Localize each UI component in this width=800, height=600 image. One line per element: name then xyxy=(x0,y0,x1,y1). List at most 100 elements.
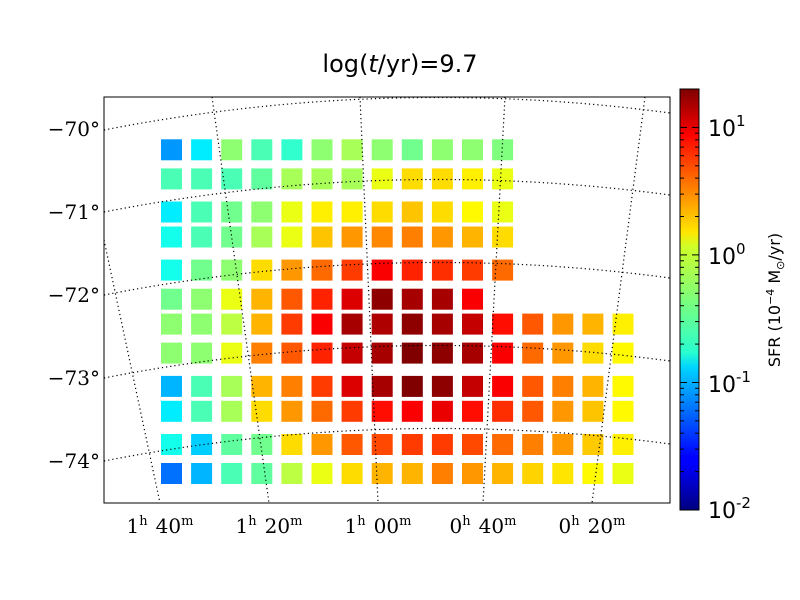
heatmap-cell xyxy=(251,226,273,248)
heatmap-cell xyxy=(311,400,333,422)
heatmap-cell xyxy=(492,342,514,364)
ra-tick-h-unit: h xyxy=(139,514,148,529)
colorbar-gradient xyxy=(679,88,700,511)
chart-title: log(t/yr)=9.7 xyxy=(322,50,477,78)
heatmap-cell xyxy=(431,139,453,161)
colorbar-tick-label: 10-1 xyxy=(708,368,751,398)
heatmap-cell xyxy=(582,400,604,422)
heatmap-cell xyxy=(221,259,243,281)
heatmap-cell xyxy=(552,375,574,397)
heatmap-cell xyxy=(401,139,423,161)
chart-title-part-1: log( xyxy=(322,50,368,78)
heatmap-cell xyxy=(161,288,182,310)
heatmap-cell xyxy=(371,201,393,223)
ra-tick-m-unit: m xyxy=(613,514,625,529)
heatmap-cell xyxy=(492,226,514,248)
heatmap-cell xyxy=(371,139,393,161)
heatmap-cell xyxy=(462,342,483,364)
dec-axis: −70° −71° −72° −73° −74° xyxy=(48,117,100,473)
heatmap-cell xyxy=(311,168,333,190)
heatmap-cell xyxy=(612,400,634,422)
heatmap-cell xyxy=(612,313,634,335)
heatmap-cell xyxy=(582,313,604,335)
heatmap-cell xyxy=(492,375,514,397)
heatmap-cell xyxy=(492,434,514,455)
heatmap-cell xyxy=(161,201,182,223)
heatmap-cell xyxy=(371,342,393,364)
heatmap-cell xyxy=(341,313,363,335)
heatmap-cell xyxy=(401,342,423,364)
heatmap-cell xyxy=(251,139,273,161)
heatmap-cell xyxy=(492,259,514,281)
dec-tick-label: −72° xyxy=(48,283,100,307)
heatmap-cell xyxy=(522,434,544,455)
heatmap-cell xyxy=(251,375,273,397)
heatmap-cell xyxy=(341,168,363,190)
heatmap-cell xyxy=(221,168,243,190)
heatmap-cell xyxy=(251,313,273,335)
heatmap-cell xyxy=(281,342,303,364)
heatmap-cell xyxy=(251,201,273,223)
heatmap-cell xyxy=(582,434,604,455)
heatmap-cell xyxy=(281,288,303,310)
ra-grid-line xyxy=(104,239,161,503)
heatmap-cell xyxy=(431,201,453,223)
ra-grid-line xyxy=(482,97,506,503)
heatmap-cell xyxy=(492,168,514,190)
heatmap-cell xyxy=(462,288,483,310)
heatmap-cell xyxy=(371,226,393,248)
heatmap-cell xyxy=(311,226,333,248)
ra-tick-h-unit: h xyxy=(571,514,580,529)
heatmap-cell xyxy=(582,342,604,364)
heatmap-cell xyxy=(311,342,333,364)
heatmap-cell xyxy=(552,434,574,455)
heatmap-cell xyxy=(401,463,423,484)
heatmap-cell xyxy=(191,463,213,484)
heatmap-cell xyxy=(281,375,303,397)
heatmap-cell xyxy=(281,168,303,190)
heatmap-cell xyxy=(612,342,634,364)
heatmap-cell xyxy=(281,259,303,281)
heatmap-cell xyxy=(281,313,303,335)
heatmap-cell xyxy=(401,259,423,281)
dec-tick-label: −70° xyxy=(48,117,100,141)
ra-tick-m-unit: m xyxy=(399,514,411,529)
heatmap-cell xyxy=(401,313,423,335)
heatmap-cell xyxy=(431,342,453,364)
heatmap-cell xyxy=(341,201,363,223)
heatmap-cell xyxy=(161,139,182,161)
heatmap-cell xyxy=(341,139,363,161)
heatmap-cell xyxy=(462,259,483,281)
ra-tick-hours: 1 xyxy=(236,514,249,538)
heatmap-cell xyxy=(251,400,273,422)
ra-grid-line xyxy=(359,97,379,503)
ra-tick-h-unit: h xyxy=(462,514,471,529)
heatmap-cell xyxy=(401,288,423,310)
ra-tick-hours: 1 xyxy=(127,514,140,538)
heatmap-cell xyxy=(462,463,483,484)
heatmap-cell xyxy=(191,288,213,310)
heatmap-cell xyxy=(281,434,303,455)
heatmap-cell xyxy=(401,201,423,223)
heatmap-cell xyxy=(492,400,514,422)
heatmap-cell xyxy=(462,434,483,455)
heatmap-cell xyxy=(221,313,243,335)
heatmap-cell xyxy=(281,400,303,422)
ra-tick-minutes: 20 xyxy=(265,514,290,538)
heatmap-cell xyxy=(552,400,574,422)
colorbar-ticks xyxy=(680,88,699,511)
heatmap-cell xyxy=(371,463,393,484)
heatmap-cell xyxy=(401,434,423,455)
coordinate-grid xyxy=(104,97,670,503)
chart-title-variable: t xyxy=(368,50,379,78)
heatmap-cell xyxy=(191,201,213,223)
heatmap-cell xyxy=(492,313,514,335)
dec-tick-label: −73° xyxy=(48,366,100,390)
heatmap-cell xyxy=(341,288,363,310)
heatmap-cells xyxy=(161,139,634,484)
heatmap-cell xyxy=(161,375,182,397)
ra-tick-minutes: 00 xyxy=(374,514,399,538)
heatmap-cell xyxy=(191,259,213,281)
ra-tick-m-unit: m xyxy=(181,514,193,529)
